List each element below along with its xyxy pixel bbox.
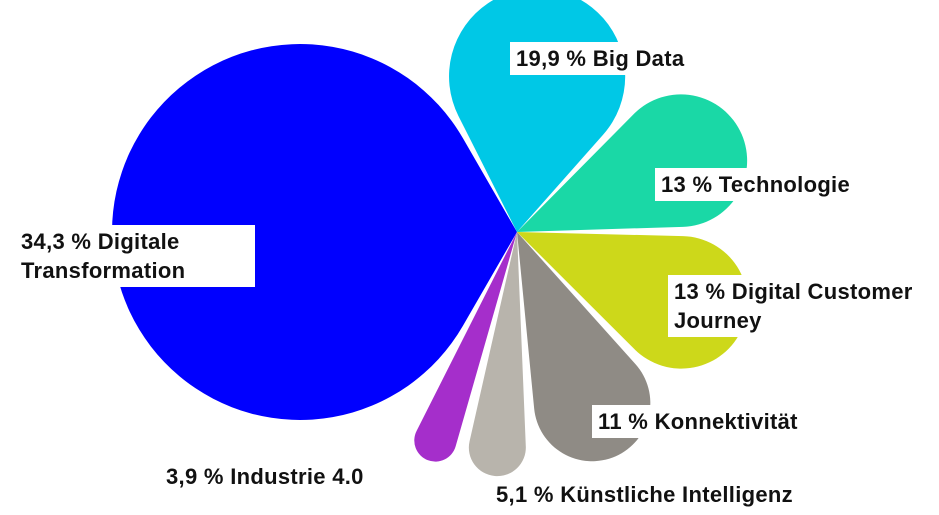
value-label: 11 %: [598, 409, 649, 434]
slice-label: 11 % Konnektivität: [592, 405, 804, 438]
category-label: Künstliche Intelligenz: [560, 482, 793, 507]
slice-label: 13 % Digital Customer Journey: [668, 275, 939, 337]
slice-label: 3,9 % Industrie 4.0: [160, 460, 370, 493]
value-label: 3,9 %: [166, 464, 224, 489]
pie-slice: [517, 232, 651, 462]
value-label: 13 %: [661, 172, 713, 197]
value-label: 34,3 %: [21, 229, 92, 254]
slice-label: 5,1 % Künstliche Intelligenz: [490, 478, 799, 511]
slice-label: 19,9 % Big Data: [510, 42, 691, 75]
pie-slice: [468, 232, 526, 477]
pie-slice: [111, 44, 518, 420]
category-label: Digital Customer Journey: [674, 279, 913, 333]
value-label: 5,1 %: [496, 482, 554, 507]
slice-label: 13 % Technologie: [655, 168, 857, 201]
pie-slice: [414, 232, 517, 462]
value-label: 19,9 %: [516, 46, 587, 71]
category-label: Industrie 4.0: [230, 464, 364, 489]
category-label: Big Data: [592, 46, 685, 71]
slice-label: 34,3 % Digitale Transformation: [15, 225, 255, 287]
category-label: Digitale Transformation: [21, 229, 186, 283]
value-label: 13 %: [674, 279, 726, 304]
category-label: Konnektivität: [654, 409, 798, 434]
category-label: Technologie: [718, 172, 851, 197]
